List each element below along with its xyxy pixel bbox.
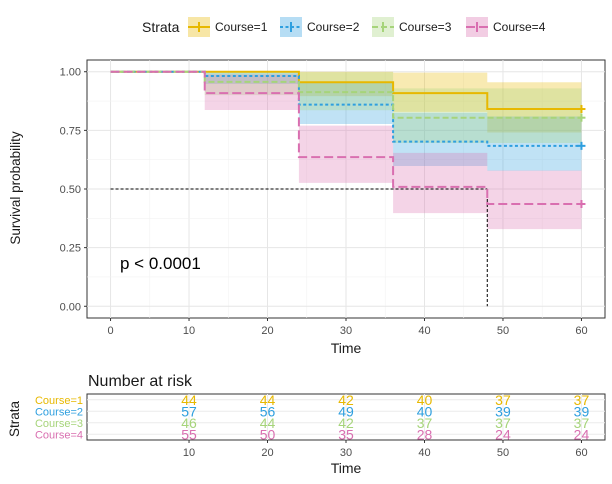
km-confidence-bands: [110, 71, 582, 230]
risk-cell-course-4: 50: [260, 426, 276, 442]
legend-title: Strata: [142, 19, 180, 35]
risk-cell-course-3: 37: [574, 415, 590, 431]
km-x-tick-labels: 0 10 20 30 40 50 60: [107, 318, 588, 337]
risk-cell-course-4: 28: [417, 426, 433, 442]
risk-row-label-course-3: Course=3: [35, 418, 83, 430]
risk-table-y-axis-label: Strata: [7, 401, 22, 438]
risk-cell-course-2: 49: [338, 403, 354, 419]
risk-row-label-course-1: Course=1: [35, 395, 83, 407]
risk-table-x-axis-label: Time: [331, 460, 362, 476]
legend-label: Course=1: [215, 20, 268, 34]
risk-cell-course-1: 42: [338, 392, 354, 408]
risk-x-tick-label: 20: [261, 447, 273, 459]
p-value-annotation: p < 0.0001: [120, 254, 201, 273]
km-x-axis-label: Time: [331, 340, 362, 356]
risk-table-title: Number at risk: [88, 373, 193, 390]
km-x-tick-label: 60: [575, 325, 587, 337]
risk-cell-course-4: 24: [495, 426, 511, 442]
km-median-lines: [110, 188, 488, 307]
risk-table-gridlines: [87, 394, 605, 440]
km-y-tick-label: 1.00: [60, 67, 81, 79]
risk-cell-course-4: 24: [574, 426, 590, 442]
km-band-course-1: [110, 71, 582, 133]
risk-cell-course-2: 56: [260, 403, 276, 419]
km-band-course-3: [110, 71, 582, 144]
risk-cell-course-3: 42: [338, 415, 354, 431]
risk-cell-course-2: 39: [574, 403, 590, 419]
km-censor-marks: [577, 105, 586, 209]
km-y-tick-labels: 0.00 0.25 0.50 0.75 1.00: [60, 67, 87, 313]
risk-row-label-course-4: Course=4: [35, 429, 83, 441]
risk-cell-course-2: 39: [495, 403, 511, 419]
km-curve-course-4: [110, 70, 582, 206]
km-y-tick-label: 0.75: [60, 125, 81, 137]
risk-cell-course-2: 40: [417, 403, 433, 419]
risk-x-tick-label: 40: [418, 447, 430, 459]
risk-cell-course-1: 44: [181, 392, 197, 408]
legend-label: Course=4: [493, 20, 546, 34]
risk-x-tick-label: 10: [183, 447, 195, 459]
legend-item-course-4: Course=4: [466, 17, 546, 37]
km-y-tick-label: 0.50: [60, 184, 81, 196]
risk-cell-course-2: 57: [181, 403, 197, 419]
km-x-tick-label: 20: [261, 325, 273, 337]
km-x-tick-label: 30: [340, 325, 352, 337]
km-y-axis-label: Survival probability: [8, 131, 23, 245]
risk-cell-course-1: 37: [495, 392, 511, 408]
km-x-tick-label: 40: [418, 325, 430, 337]
risk-x-tick-label: 50: [497, 447, 509, 459]
risk-cell-course-1: 44: [260, 392, 276, 408]
km-x-tick-label: 50: [497, 325, 509, 337]
risk-cell-course-1: 40: [417, 392, 433, 408]
km-band-course-2: [110, 71, 582, 171]
risk-table-x-tick-labels: 10 20 30 40 50 60: [183, 440, 588, 459]
censor-mark-course-1: [577, 105, 586, 114]
legend-item-course-1: Course=1: [188, 17, 268, 37]
censor-mark-course-4: [577, 200, 586, 209]
km-band-course-4: [110, 71, 582, 230]
legend-item-course-2: Course=2: [280, 17, 360, 37]
risk-cell-course-3: 37: [417, 415, 433, 431]
risk-x-tick-label: 30: [340, 447, 352, 459]
km-y-tick-label: 0.25: [60, 243, 81, 255]
km-curve-course-1: [110, 70, 582, 111]
km-y-tick-label: 0.00: [60, 301, 81, 313]
km-x-tick-label: 10: [183, 325, 195, 337]
legend: Strata Course=1 Course=2 Course=3 Course=4: [142, 17, 546, 37]
km-x-tick-label: 0: [107, 325, 113, 337]
risk-cell-course-3: 37: [495, 415, 511, 431]
risk-cell-course-4: 35: [338, 426, 354, 442]
risk-cell-course-4: 55: [181, 426, 197, 442]
km-survival-curves: [110, 70, 582, 206]
risk-row-label-course-2: Course=2: [35, 406, 83, 418]
legend-label: Course=2: [307, 20, 360, 34]
legend-item-course-3: Course=3: [372, 17, 452, 37]
risk-cell-course-1: 37: [574, 392, 590, 408]
risk-cell-course-3: 46: [181, 415, 197, 431]
legend-label: Course=3: [399, 20, 452, 34]
risk-x-tick-label: 60: [575, 447, 587, 459]
censor-mark-course-2: [577, 141, 586, 150]
censor-mark-course-3: [577, 113, 586, 122]
km-plot-panel: 0 10 20 30 40 50 60 0.00 0.25 0.50 0.75 1.00 p < 0…: [8, 59, 606, 356]
risk-cell-course-3: 44: [260, 415, 276, 431]
